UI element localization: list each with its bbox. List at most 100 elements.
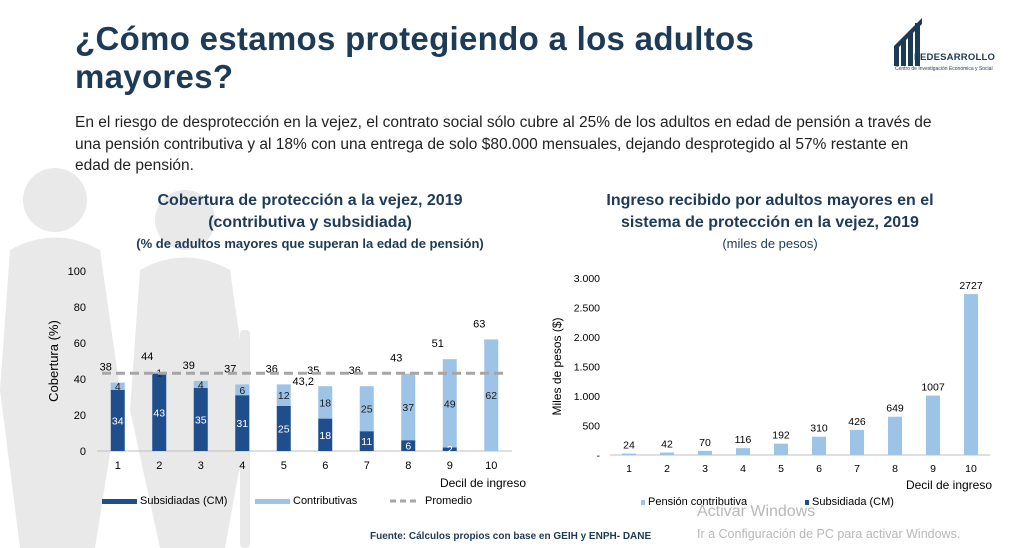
x-axis-title: Decil de ingreso [440,476,526,490]
label-subsidiadas: 35 [195,415,207,427]
y-tick-label: 1.500 [574,362,600,374]
label-contributivas: 37 [402,402,414,414]
legend-swatch-subsidiadas [102,499,137,504]
right-chart-title-line2: sistema de protección en la vejez, 2019 [621,214,919,231]
legend-swatch-contributivas [255,499,290,504]
x-axis-title: Decil de ingreso [906,478,992,492]
label-total: 24 [623,440,635,452]
bar-pension-decil-2 [660,452,674,455]
x-tick-label: 4 [239,460,245,472]
average-label: 43,2 [293,376,314,388]
bar-pension-decil-8 [888,416,902,455]
y-tick-label: 2.500 [574,303,600,315]
bar-subsidiadas-decil-4 [235,395,250,451]
bar-subsidiadas-decil-6 [318,418,333,451]
bar-pension-decil-6 [812,436,826,455]
label-subsidiadas: 11 [361,436,372,448]
label-subsidiadas: 31 [236,418,248,430]
background-figure-illustration [0,168,250,548]
bar-contributivas-decil-6 [318,386,333,419]
y-tick-label: 100 [68,266,86,278]
left-chart-title-line1: Cobertura de protección a la vejez, 2019 [157,192,463,209]
label-total: 70 [699,437,711,449]
bar-subsidiadas-decil-5 [276,406,291,451]
source-note: Fuente: Cálculos propios con base en GEI… [370,531,652,542]
legend-label-pension: Pensión contributiva [648,496,748,508]
legend-label-subsidiada: Subsidiada (CM) [812,496,894,508]
bar-contributivas-decil-10 [484,339,499,451]
bar-subsidiadas-decil-9 [442,447,457,451]
activation-watermark-title: Activar Windows [697,503,816,520]
x-tick-label: 9 [930,463,936,475]
y-tick-label: 0 [80,446,86,458]
bar-pension-decil-10 [964,294,978,455]
coverage-chart: Cobertura (%)020406080100344381431442354… [46,266,526,507]
y-tick-label: 3.000 [574,273,600,285]
logo-name: FEDESARROLLO [914,52,996,63]
bar-contributivas-decil-4 [235,384,250,396]
legend-swatch-pension [641,500,645,505]
y-tick-label: 60 [74,338,86,350]
label-total: 649 [886,403,904,415]
x-tick-label: 2 [664,463,670,475]
y-tick-label: 20 [74,410,86,422]
label-contributivas: 62 [485,390,497,402]
y-tick-label: 40 [74,374,86,386]
label-subsidiadas: 18 [319,430,331,442]
label-total: 310 [810,423,828,435]
y-tick-label: 80 [74,302,86,314]
legend-label-contributivas: Contributivas [293,495,358,507]
bar-contributivas-decil-8 [401,373,416,441]
x-tick-label: 8 [405,460,411,472]
label-total: 192 [772,430,790,442]
legend-swatch-subsidiada [805,500,809,505]
x-tick-label: 7 [854,463,860,475]
bar-contributivas-decil-5 [276,384,291,406]
x-tick-label: 10 [965,463,977,475]
page-title: ¿Cómo estamos protegiendo a los adultos … [75,20,755,95]
x-tick-label: 2 [156,460,162,472]
label-total: 116 [735,434,752,446]
x-tick-label: 5 [281,460,287,472]
activation-watermark-text: Ir a Configuración de PC para activar Wi… [697,527,961,541]
bar-contributivas-decil-7 [359,386,374,432]
x-tick-label: 3 [198,460,204,472]
label-contributivas: 6 [239,385,245,397]
x-tick-label: 8 [892,463,898,475]
label-total: 38 [100,362,112,374]
label-contributivas: 18 [319,397,331,409]
label-total: 36 [349,365,361,377]
label-contributivas: 12 [278,390,290,402]
fedesarrollo-logo [894,18,922,66]
bar-pension-decil-1 [622,453,636,455]
x-tick-label: 5 [778,463,784,475]
label-total: 51 [432,338,444,350]
y-tick-label: 1.000 [574,391,600,403]
bar-pension-decil-4 [736,448,750,455]
label-total: 39 [183,360,195,372]
label-subsidiadas: 2 [447,444,453,456]
bar-pension-decil-5 [774,443,788,455]
label-total: 63 [473,318,485,330]
legend-label-subsidiadas: Subsidiadas (CM) [140,495,227,507]
bar-contributivas-decil-9 [442,359,457,448]
bar-pension-decil-9 [926,395,940,455]
bar-subsidiadas-decil-1 [110,389,125,451]
x-tick-label: 4 [740,463,746,475]
income-chart: Miles de pesos ($) - 500 1.000 1.500 2.000 2.5… [550,273,992,508]
y-axis-title: Cobertura (%) [46,320,61,402]
label-total: 42 [661,439,673,451]
y-tick-label: - [597,450,601,462]
bar-subsidiadas-decil-8 [401,440,416,451]
bar-pension-decil-3 [698,450,712,455]
intro-paragraph: En el riesgo de desprotección en la veje… [75,114,932,174]
label-total: 44 [141,351,153,363]
y-tick-label: 500 [582,421,600,433]
bar-subsidiadas-decil-7 [359,431,374,451]
label-total: 43 [390,353,402,365]
left-chart-title-line2: (contributiva y subsidiada) [208,214,412,231]
y-axis-title: Miles de pesos ($) [550,317,564,415]
x-tick-label: 1 [115,460,121,472]
right-chart-title-line1: Ingreso recibido por adultos mayores en … [606,192,934,209]
label-subsidiadas: 43 [153,407,165,419]
